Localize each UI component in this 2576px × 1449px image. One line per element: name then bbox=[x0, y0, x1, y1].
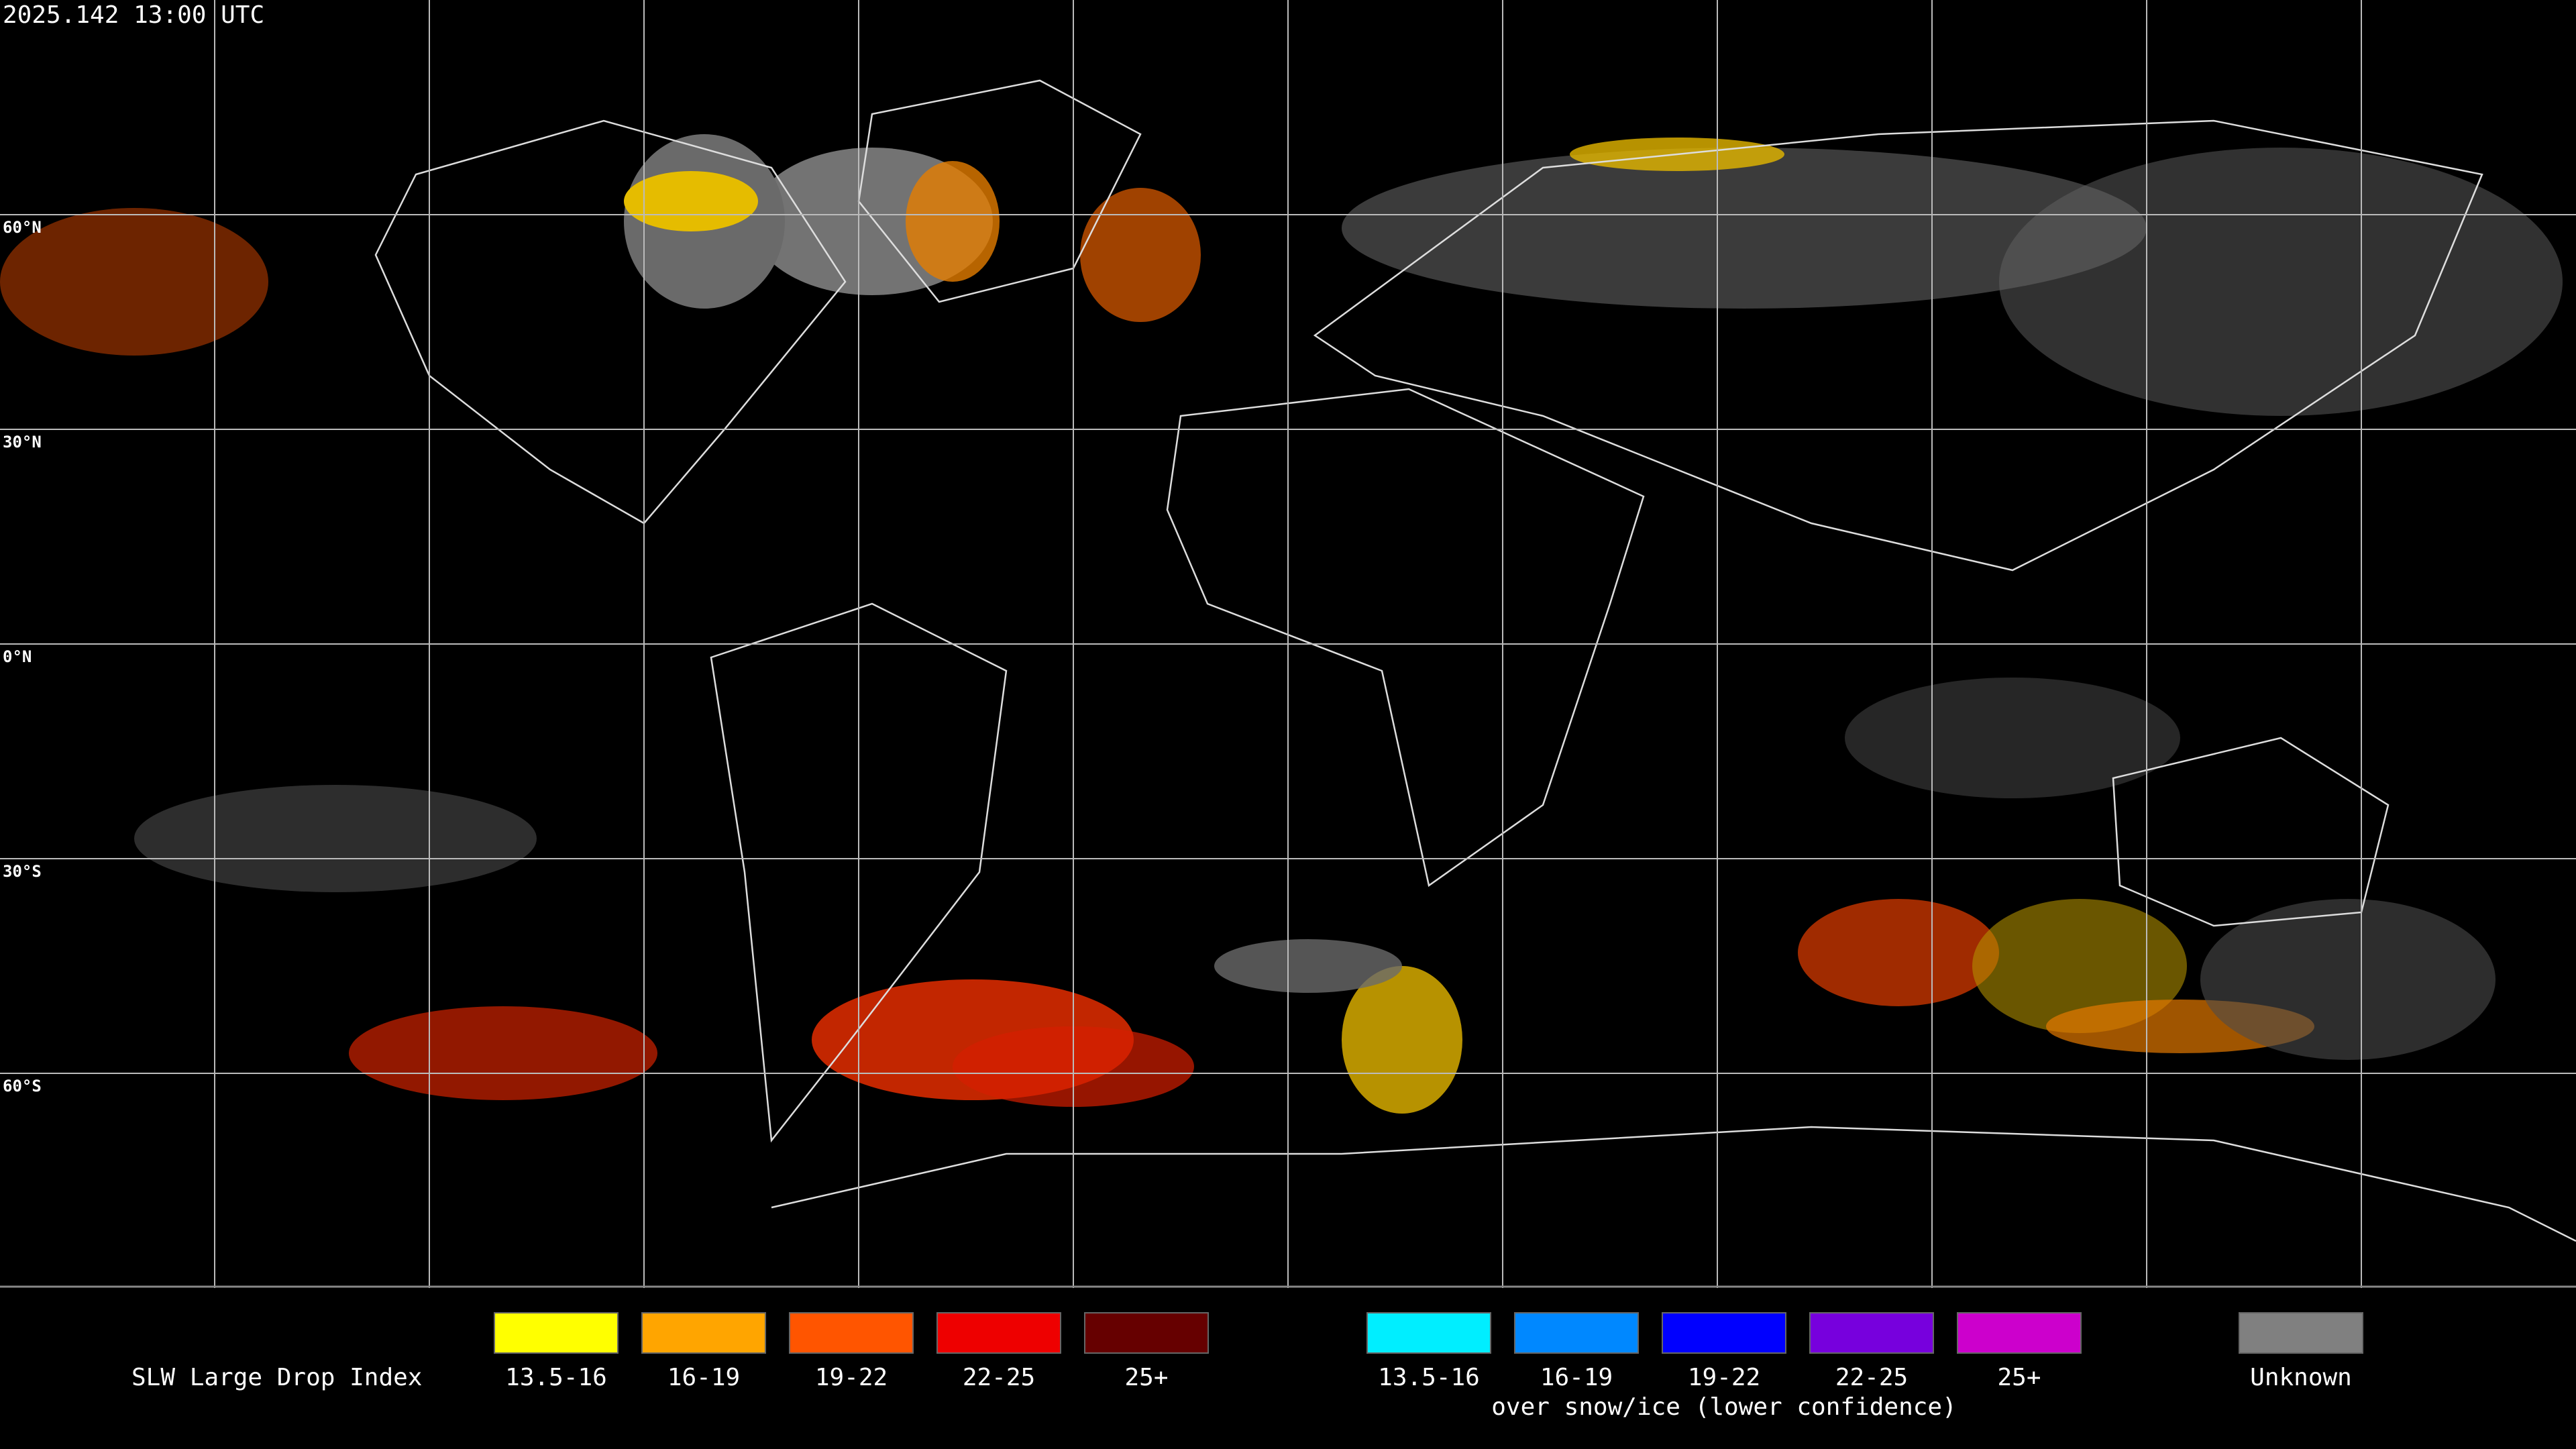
legend-label: 19-22 bbox=[815, 1364, 888, 1391]
legend-swatch bbox=[641, 1312, 766, 1354]
legend-swatch bbox=[1957, 1312, 2082, 1354]
map: 60°N 30°N 0°N 30°S 60°S bbox=[0, 0, 2576, 1288]
timestamp: 2025.142 13:00 UTC bbox=[3, 1, 264, 29]
legend-swatch bbox=[1514, 1312, 1639, 1354]
legend: SLW Large Drop Index 13.5-16 16-19 19-22 22… bbox=[131, 1312, 2363, 1421]
legend-label: 16-19 bbox=[1540, 1364, 1613, 1391]
legend-title: SLW Large Drop Index bbox=[131, 1364, 422, 1391]
latitude-label: 30°S bbox=[3, 862, 42, 881]
legend-label: Unknown bbox=[2250, 1364, 2352, 1391]
latitude-label: 0°N bbox=[3, 647, 32, 666]
legend-label: 25+ bbox=[1124, 1364, 1168, 1391]
legend-swatch bbox=[1366, 1312, 1491, 1354]
legend-label: 13.5-16 bbox=[1378, 1364, 1480, 1391]
latitude-label: 60°S bbox=[3, 1077, 42, 1095]
legend-label: 22-25 bbox=[1835, 1364, 1908, 1391]
legend-swatch bbox=[2239, 1312, 2363, 1354]
legend-label: 19-22 bbox=[1688, 1364, 1760, 1391]
legend-swatch bbox=[789, 1312, 914, 1354]
legend-label: 25+ bbox=[1997, 1364, 2041, 1391]
legend-note: over snow/ice (lower confidence) bbox=[1491, 1393, 1957, 1421]
latitude-label: 60°N bbox=[3, 218, 42, 237]
legend-label: 16-19 bbox=[667, 1364, 740, 1391]
latitude-label: 30°N bbox=[3, 433, 42, 451]
legend-label: 22-25 bbox=[963, 1364, 1035, 1391]
legend-swatch bbox=[1084, 1312, 1209, 1354]
graticule bbox=[0, 0, 2576, 1288]
legend-swatch bbox=[936, 1312, 1061, 1354]
legend-label: 13.5-16 bbox=[505, 1364, 607, 1391]
legend-swatch bbox=[494, 1312, 619, 1354]
legend-swatch bbox=[1809, 1312, 1934, 1354]
legend-swatch bbox=[1662, 1312, 1786, 1354]
latitude-labels: 60°N 30°N 0°N 30°S 60°S bbox=[3, 218, 42, 1095]
